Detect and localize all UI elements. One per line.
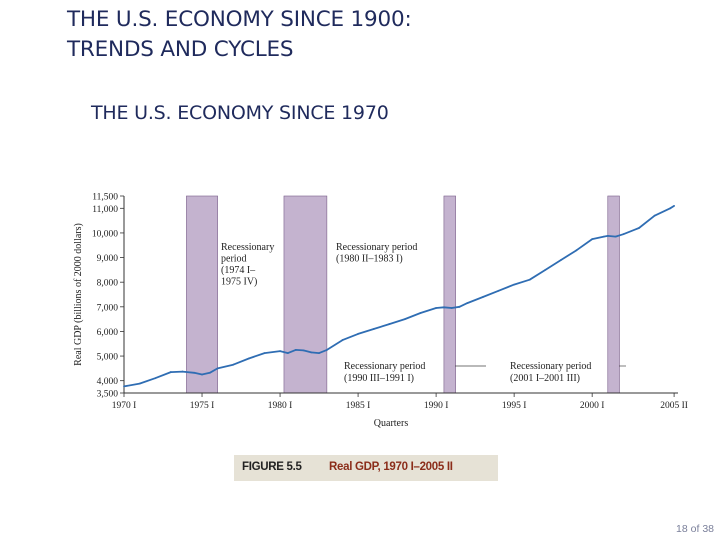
recession-label-line: Recessionary period: [336, 242, 417, 253]
gdp-point: [614, 235, 617, 238]
x-tick-label: 1985 I: [346, 401, 371, 411]
recession-band-2: [283, 195, 328, 394]
gdp-point: [653, 214, 656, 217]
x-axis-label: Quarters: [374, 418, 409, 429]
gdp-point: [279, 350, 281, 353]
chart-axes: 3,500 4,000 5,000 6,000 7,000 8,000 9,000 10,00…: [73, 193, 688, 430]
slide-title-line-2: TRENDS AND CYCLES: [67, 37, 294, 62]
gdp-point: [669, 207, 672, 210]
gdp-point: [201, 373, 203, 376]
gdp-point: [357, 333, 359, 335]
x-tick-label: 2005 II: [660, 401, 688, 411]
y-tick-label: 10,000: [92, 229, 118, 239]
page-number: 18 of 38: [676, 523, 714, 535]
gdp-point: [443, 306, 445, 309]
slide-title: THE U.S. ECONOMY SINCE 1900: TRENDS AND …: [67, 5, 627, 65]
recession-band-3: [443, 195, 456, 394]
y-axis-label: Real GDP (billions of 2000 dollars): [73, 223, 84, 366]
gdp-point: [466, 302, 469, 305]
gdp-point: [123, 385, 125, 388]
gdp-point: [302, 349, 305, 352]
gdp-point: [458, 305, 461, 308]
gdp-point: [482, 296, 484, 298]
gdp-point: [404, 318, 406, 321]
gdp-point: [263, 352, 266, 355]
x-tick-label: 1975 I: [190, 401, 215, 411]
gdp-point: [591, 238, 594, 240]
gdp-point: [247, 357, 250, 360]
figure-caption: Real GDP, 1970 I–2005 II: [329, 461, 453, 473]
gdp-point: [497, 289, 500, 292]
y-tick-label: 11,500: [92, 193, 118, 203]
x-tick-label: 2000 I: [580, 401, 605, 411]
gdp-point: [208, 371, 211, 374]
gdp-point: [310, 351, 313, 354]
x-tick-label: 1980 I: [268, 401, 293, 411]
gdp-point: [341, 339, 344, 341]
recession-label-line: Recessionary: [221, 242, 274, 253]
y-tick-label: 7,000: [97, 303, 119, 313]
y-tick-label: 5,000: [97, 353, 119, 363]
gdp-point: [622, 233, 625, 236]
y-tick-label: 4,000: [97, 377, 119, 387]
gdp-line: [123, 205, 675, 388]
y-tick-label: 8,000: [97, 279, 119, 289]
recession-band-1: [186, 195, 218, 394]
gdp-point: [513, 283, 516, 286]
gdp-point: [544, 268, 547, 271]
recession-label-line: period: [221, 254, 247, 265]
slide-subtitle: THE U.S. ECONOMY SINCE 1970: [91, 102, 389, 124]
gdp-point: [560, 259, 562, 261]
gdp-point: [325, 349, 328, 351]
gdp-point: [169, 371, 172, 373]
gdp-point: [638, 227, 640, 229]
recession-band-4: [607, 195, 620, 394]
gdp-point: [154, 377, 157, 380]
y-tick-label: 11,000: [92, 205, 118, 215]
gdp-point: [372, 328, 375, 330]
recession-label-line: (1990 III–1991 I): [344, 373, 414, 384]
gdp-point: [318, 352, 320, 355]
gdp-point: [528, 278, 531, 281]
gdp-point: [286, 352, 289, 355]
y-tick-label: 6,000: [97, 328, 119, 338]
gdp-point: [138, 382, 141, 385]
gdp-point: [216, 367, 219, 370]
recession-label-line: (1980 II–1983 I): [336, 254, 403, 265]
y-tick-label: 9,000: [97, 254, 119, 264]
recession-label-line: Recessionary period: [344, 361, 425, 372]
gdp-series: [123, 204, 675, 388]
gdp-point: [673, 204, 675, 207]
recession-label-line: (1974 I–: [221, 265, 256, 276]
gdp-point: [575, 249, 578, 252]
recession-label-line: 1975 IV): [221, 277, 257, 288]
recession-label-line: Recessionary period: [510, 361, 591, 372]
gdp-point: [606, 234, 609, 237]
gdp-point: [232, 363, 235, 366]
figure-label: FIGURE 5.5: [242, 461, 302, 473]
gdp-point: [602, 235, 605, 238]
x-tick-label: 1990 I: [424, 401, 449, 411]
recession-bands: [186, 195, 620, 394]
recession-label-line: (2001 I–2001 III): [510, 373, 580, 384]
slide-title-line-1: THE U.S. ECONOMY SINCE 1900:: [67, 7, 412, 32]
gdp-point: [419, 312, 422, 314]
gdp-point: [181, 370, 184, 373]
gdp-point: [388, 323, 391, 325]
gdp-point: [450, 307, 453, 309]
x-tick-label: 1970 I: [112, 401, 137, 411]
gdp-point: [193, 371, 196, 374]
gdp-point: [435, 307, 438, 309]
figure-caption-box: FIGURE 5.5 Real GDP, 1970 I–2005 II: [234, 455, 498, 481]
y-tick-label: 3,500: [97, 390, 119, 400]
x-tick-label: 1995 I: [502, 401, 527, 411]
gdp-point: [294, 349, 297, 351]
